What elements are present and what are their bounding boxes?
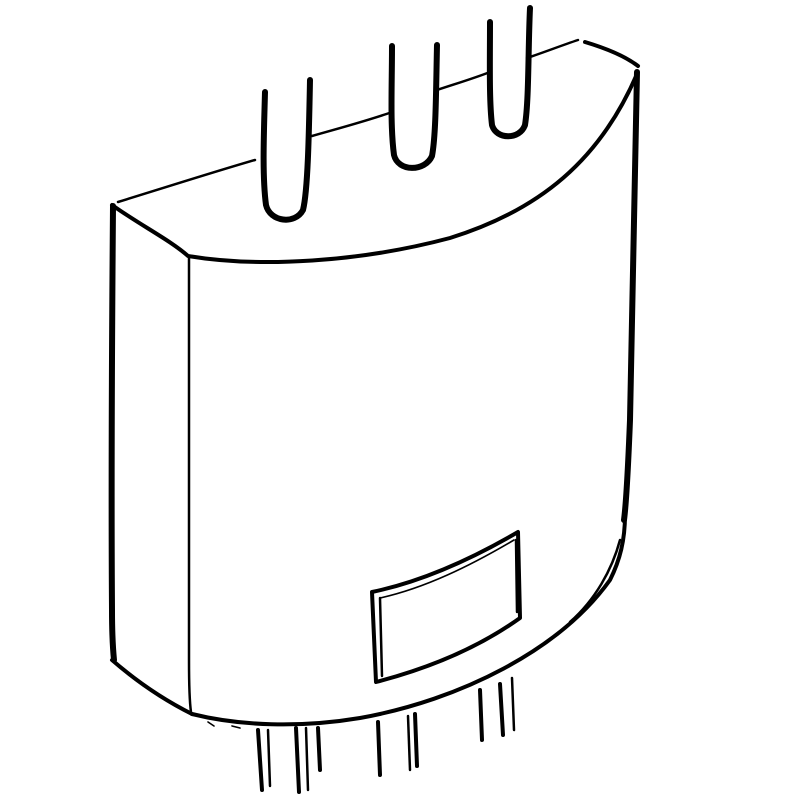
top-rear-edge — [116, 38, 580, 204]
bottom-pipe-1 — [256, 728, 264, 792]
top-pipe-right — [486, 5, 533, 140]
control-panel-outline — [370, 530, 522, 684]
bottom-pipe-6 — [376, 720, 382, 777]
bottom-pipe-4 — [304, 726, 310, 792]
front-bottom-curve — [190, 513, 627, 727]
top-pipe-left — [260, 77, 313, 223]
bottom-pipe-5 — [316, 726, 322, 772]
top-pipe-middle — [388, 42, 440, 171]
bottom-pipe-11 — [510, 676, 516, 732]
bottom-pipe-8 — [413, 712, 419, 768]
bottom-pipe-3 — [294, 726, 301, 794]
control-panel-inner-left — [378, 596, 384, 678]
left-bottom-edge — [110, 658, 194, 716]
left-side-panel — [108, 203, 194, 716]
bottom-left-ticks — [207, 721, 241, 729]
bottom-pipe-9 — [478, 688, 484, 742]
bottom-pipe-10 — [498, 682, 505, 737]
front-right-edge — [621, 69, 640, 523]
top-front-curve — [110, 72, 639, 264]
top-right-corner — [583, 40, 640, 68]
left-outer-edge — [108, 203, 117, 663]
bottom-pipes — [256, 676, 516, 794]
control-panel — [370, 530, 522, 684]
bottom-pipe-7 — [406, 714, 412, 772]
control-panel-inner-top — [379, 539, 515, 599]
control-panel-inner-right — [514, 538, 519, 614]
front-right-lower-shadow — [568, 538, 622, 624]
top-pipes — [260, 5, 533, 223]
left-front-corner-edge — [187, 256, 193, 714]
bottom-pipe-2 — [266, 728, 272, 788]
